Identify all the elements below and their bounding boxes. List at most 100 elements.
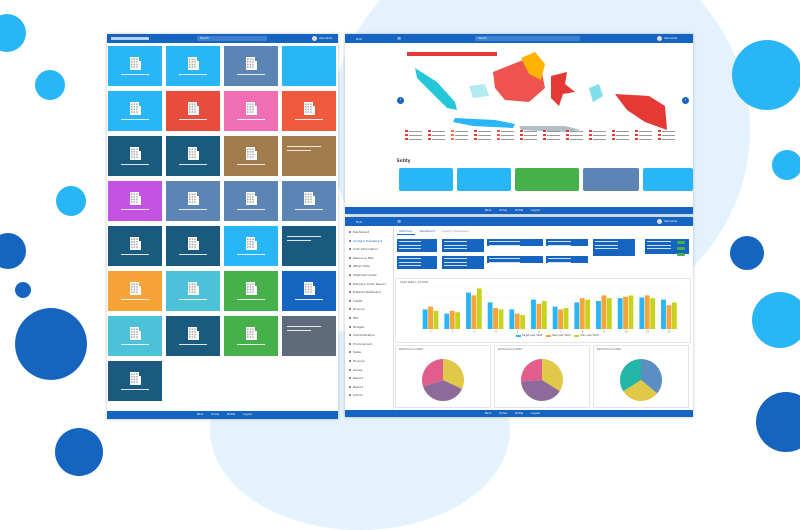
app-tile[interactable] — [224, 271, 278, 311]
avatar[interactable] — [312, 36, 317, 41]
app-tile[interactable] — [166, 91, 220, 131]
app-tile[interactable] — [282, 316, 336, 356]
map-next-button[interactable]: › — [682, 97, 689, 104]
footer-link[interactable]: Logout — [531, 209, 540, 212]
sidebar-item[interactable]: Intellic — [349, 299, 363, 303]
sidebar-item[interactable]: Report — [349, 376, 363, 380]
app-tile[interactable] — [224, 136, 278, 176]
app-tile[interactable] — [166, 226, 220, 266]
pie-slice — [521, 380, 560, 401]
sidebar-item[interactable]: Procurement — [349, 342, 372, 346]
entity-card[interactable] — [643, 168, 693, 191]
app-tile[interactable] — [282, 226, 336, 266]
summary-box[interactable] — [593, 239, 635, 256]
app-tile[interactable] — [282, 46, 336, 86]
footer-link[interactable]: Home — [499, 209, 507, 212]
avatar[interactable] — [657, 36, 662, 41]
tab[interactable]: Dashboard — [419, 229, 435, 233]
tile-label-line — [295, 209, 323, 210]
footer-link[interactable]: Logout — [531, 412, 540, 415]
footer-link[interactable]: Profile — [226, 413, 236, 416]
app-tile[interactable] — [166, 46, 220, 86]
app-tile[interactable] — [108, 91, 162, 131]
app-tile[interactable] — [166, 181, 220, 221]
app-tile[interactable] — [108, 181, 162, 221]
sidebar-item[interactable]: Delivery Order Report — [349, 282, 386, 286]
sidebar-item-icon — [349, 282, 351, 285]
footer-link[interactable]: Home — [211, 413, 219, 416]
footer-link[interactable]: Profile — [514, 412, 524, 415]
app-tile[interactable] — [224, 226, 278, 266]
menu-icon[interactable]: ≡ — [397, 35, 402, 42]
sidebar-item[interactable]: Issues — [349, 368, 362, 372]
search-input[interactable]: Search — [475, 36, 580, 41]
summary-box[interactable] — [442, 239, 484, 252]
summary-box[interactable] — [397, 256, 437, 269]
footer-link[interactable]: Profile — [514, 209, 524, 212]
sidebar-item-icon — [349, 239, 351, 242]
app-tile[interactable] — [108, 226, 162, 266]
sidebar-item[interactable]: Admin — [349, 393, 363, 397]
sidebar-item[interactable]: Sales — [349, 350, 361, 354]
summary-box[interactable] — [487, 256, 543, 266]
footer-link[interactable]: Home — [499, 412, 507, 415]
app-tile[interactable] — [282, 91, 336, 131]
menu-icon[interactable]: ≡ — [397, 218, 402, 225]
app-tile[interactable] — [108, 361, 162, 401]
entity-card[interactable] — [583, 168, 639, 191]
app-tile[interactable] — [166, 316, 220, 356]
summary-box-line — [444, 241, 468, 242]
footer-link[interactable]: Back — [485, 209, 492, 212]
sidebar-item[interactable]: Report — [349, 385, 363, 389]
footer-link[interactable]: Logout — [243, 413, 252, 416]
sidebar-item[interactable]: Analytic Dashboard — [349, 239, 382, 243]
summary-box[interactable] — [546, 239, 588, 249]
legend-text-line — [478, 134, 491, 136]
app-tile[interactable] — [224, 316, 278, 356]
entity-card[interactable] — [515, 168, 579, 191]
sidebar-item[interactable]: Administration — [349, 333, 375, 337]
sidebar-item[interactable]: Other Data — [349, 264, 370, 268]
sidebar-item[interactable]: IMT — [349, 316, 358, 320]
dashboard-screen: Hub ≡ Username Dashboard Analytic Dashboa… — [345, 217, 693, 417]
entity-card[interactable] — [399, 168, 453, 191]
summary-box[interactable] — [442, 256, 484, 269]
app-tile[interactable] — [282, 181, 336, 221]
sidebar-item[interactable]: Details Dashboard — [349, 290, 381, 294]
summary-box[interactable] — [546, 256, 588, 266]
app-tile[interactable] — [108, 136, 162, 176]
legend-label: Real year 2020 — [552, 334, 571, 337]
map-screen: Hub ≡ Search Username ‹ › Entity Back Hom… — [345, 34, 693, 214]
sidebar-item[interactable]: Budget — [349, 325, 364, 329]
summary-box[interactable] — [487, 239, 543, 249]
sidebar-item[interactable]: Dashboard — [349, 230, 369, 234]
sidebar-item[interactable]: Shipment Order — [349, 273, 377, 277]
region-java — [453, 118, 515, 128]
footer-link[interactable]: Back — [485, 412, 492, 415]
app-tile[interactable] — [166, 271, 220, 311]
footer-links: Back Home Profile Logout — [485, 209, 540, 212]
sidebar-item[interactable]: Finance — [349, 359, 364, 363]
tab[interactable]: Summary — [397, 229, 415, 235]
legend-text-line — [432, 130, 445, 132]
footer-link[interactable]: Back — [197, 413, 204, 416]
sidebar-item[interactable]: Finance — [349, 307, 364, 311]
summary-box[interactable] — [397, 239, 437, 252]
app-tile[interactable] — [108, 46, 162, 86]
app-tile[interactable] — [166, 136, 220, 176]
building-icon — [130, 192, 141, 205]
sidebar-item[interactable]: Resource Plan — [349, 256, 374, 260]
tab[interactable]: Analytic Dashboard — [441, 229, 470, 233]
app-tile[interactable] — [108, 316, 162, 356]
app-tile[interactable] — [282, 271, 336, 311]
entity-card[interactable] — [457, 168, 511, 191]
app-tile[interactable] — [108, 271, 162, 311]
app-tile[interactable] — [224, 91, 278, 131]
sidebar-item[interactable]: Cost Information — [349, 247, 378, 251]
avatar[interactable] — [657, 219, 662, 224]
app-tile[interactable] — [282, 136, 336, 176]
app-tile[interactable] — [224, 181, 278, 221]
app-tile[interactable] — [224, 46, 278, 86]
search-input[interactable]: Search — [197, 36, 267, 41]
map-prev-button[interactable]: ‹ — [397, 97, 404, 104]
